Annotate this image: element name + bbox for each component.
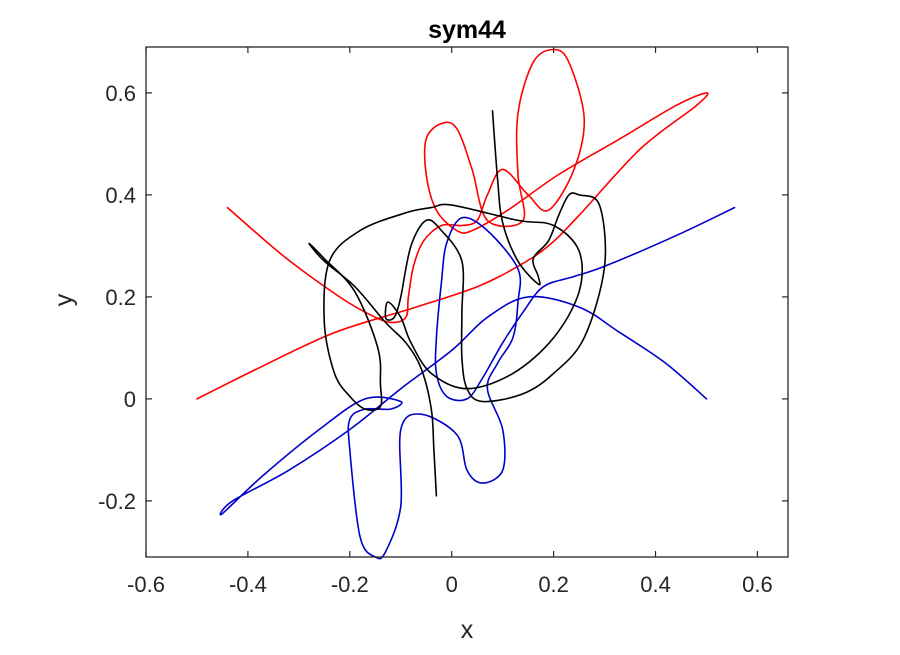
y-tick-label: -0.2 xyxy=(98,489,136,514)
series-line-1 xyxy=(196,48,709,400)
data-series-group xyxy=(196,48,736,560)
y-tick-label: 0.4 xyxy=(105,183,136,208)
x-tick-label: -0.2 xyxy=(331,572,369,597)
plot-area xyxy=(146,47,788,557)
axis-ticks-group: -0.6 -0.4 -0.2 0 0.2 0.4 0.6 -0.2 0 0.2 0.4 0.6 xyxy=(98,47,788,597)
series-line-2 xyxy=(219,206,736,560)
y-axis-label: y xyxy=(50,293,78,306)
x-tick-label: 0.6 xyxy=(742,572,773,597)
x-tick-label: -0.4 xyxy=(229,572,267,597)
series-line-3 xyxy=(308,110,607,497)
chart-title: sym44 xyxy=(428,16,506,44)
x-tick-label: 0.4 xyxy=(640,572,671,597)
y-tick-label: 0 xyxy=(124,387,136,412)
x-axis-label: x xyxy=(461,616,474,644)
x-tick-label: 0 xyxy=(446,572,458,597)
x-tick-label: -0.6 xyxy=(127,572,165,597)
y-tick-label: 0.6 xyxy=(105,81,136,106)
y-tick-label: 0.2 xyxy=(105,285,136,310)
x-tick-label: 0.2 xyxy=(538,572,569,597)
plot-frame xyxy=(145,46,789,558)
